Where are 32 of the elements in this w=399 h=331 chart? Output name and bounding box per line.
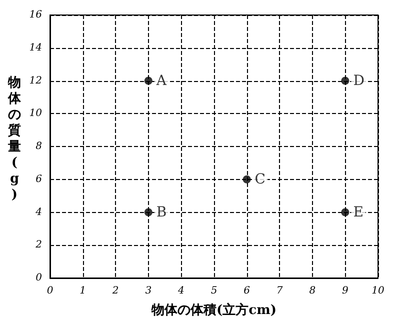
x-tick-label: 10 (372, 286, 385, 296)
y-tick-label: 8 (36, 141, 42, 152)
point (341, 208, 350, 216)
x-tick-label: 2 (111, 286, 119, 296)
x-tick-label: 3 (145, 286, 152, 296)
y-tick-label: 0 (36, 272, 43, 284)
point (242, 175, 251, 184)
x-tick-label: 5 (210, 286, 218, 296)
point (144, 76, 152, 85)
point (144, 208, 152, 216)
x-tick-label: 4 (177, 286, 184, 296)
x-tick-label: 6 (244, 286, 251, 296)
x-axis-title: 物体の体積(立方cm) (150, 302, 276, 318)
y-tick-label: 14 (29, 42, 42, 54)
y-tick-label: 4 (34, 206, 42, 218)
annotation: B (156, 204, 167, 220)
annotation: C (254, 171, 266, 188)
x-tick-label: 1 (80, 286, 86, 296)
y-tick-label: 12 (29, 75, 42, 86)
x-tick-label: 8 (309, 286, 316, 296)
point (341, 76, 350, 85)
x-tick-label: 7 (276, 286, 284, 296)
y-tick-label: 16 (29, 10, 43, 20)
y-tick-label: 2 (34, 240, 42, 251)
annotation: A (155, 72, 168, 89)
x-tick-label: 0 (46, 286, 54, 296)
annotation: E (353, 204, 364, 220)
x-tick-label: 9 (342, 286, 350, 296)
y-tick-label: 10 (29, 108, 43, 120)
y-axis-title: 物体の質量(g) (7, 76, 22, 202)
y-tick-label: 6 (36, 174, 43, 185)
annotation: D (353, 72, 364, 89)
